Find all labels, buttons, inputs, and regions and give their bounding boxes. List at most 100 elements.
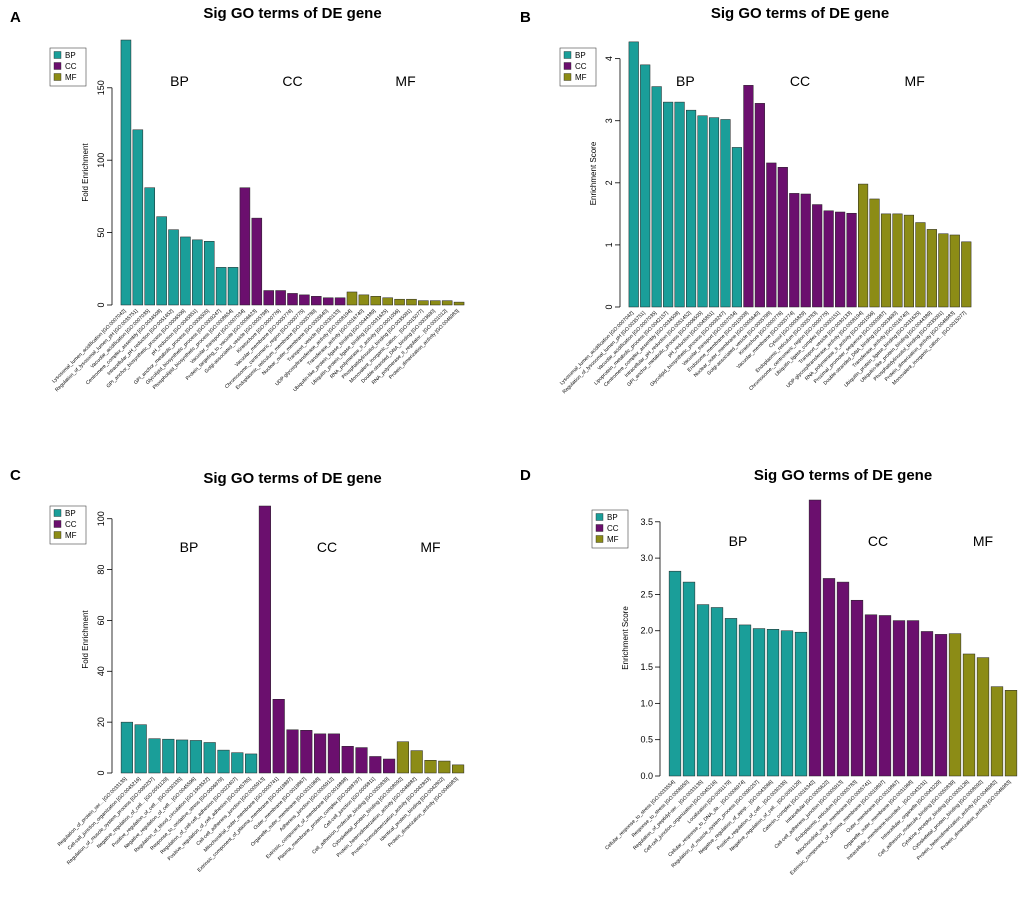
- legend-swatch: [595, 524, 604, 532]
- legend-swatch: [53, 51, 62, 59]
- group-label: MF: [395, 73, 415, 89]
- y-tick-label: 0: [96, 302, 106, 307]
- bar: [299, 294, 310, 306]
- bar: [203, 241, 215, 306]
- legend-swatch: [53, 509, 62, 517]
- group-label: BP: [180, 539, 199, 555]
- bar: [800, 193, 811, 308]
- bar: [990, 686, 1004, 777]
- bar: [327, 733, 340, 774]
- bar: [176, 739, 189, 774]
- bar: [777, 167, 788, 308]
- bar: [934, 634, 948, 777]
- y-tick-label: 40: [96, 666, 106, 676]
- bar: [752, 628, 766, 777]
- bar: [789, 193, 800, 308]
- bar: [720, 119, 731, 308]
- group-label: MF: [973, 533, 993, 549]
- bar: [144, 187, 155, 306]
- bar: [406, 298, 417, 306]
- bar: [835, 211, 846, 308]
- bar: [780, 630, 794, 777]
- bar: [168, 229, 179, 306]
- legend-swatch: [53, 73, 62, 81]
- bar: [258, 505, 271, 774]
- bar: [697, 115, 708, 308]
- bar: [263, 290, 274, 306]
- y-tick-label: 0.0: [640, 771, 653, 781]
- y-tick-label: 80: [96, 565, 106, 575]
- bar: [369, 756, 382, 774]
- bar: [424, 760, 437, 774]
- bar: [322, 297, 334, 306]
- bar: [272, 699, 285, 774]
- chart-title: Sig GO terms of DE gene: [711, 5, 889, 22]
- legend-label: BP: [575, 51, 586, 60]
- chart-panel: D Sig GO terms of DE gene 0.0 0.5 1.0 1.5 2.0 2…: [520, 467, 1018, 877]
- y-tick-label: 150: [96, 80, 106, 95]
- legend-label: CC: [607, 524, 619, 533]
- y-tick-label: 100: [96, 153, 106, 168]
- bar: [314, 733, 327, 774]
- bar: [410, 750, 423, 774]
- chart-panel: C Sig GO terms of DE gene 0 20 40 60 80 100 Fold…: [10, 467, 465, 874]
- legend-label: MF: [575, 73, 587, 82]
- bar: [708, 117, 720, 308]
- bar: [1004, 690, 1018, 777]
- y-tick-label: 60: [96, 615, 106, 625]
- legend-swatch: [563, 62, 572, 70]
- y-tick-label: 0: [604, 304, 614, 309]
- y-tick-label: 4: [604, 56, 614, 61]
- bar: [382, 297, 393, 306]
- bar: [836, 581, 850, 777]
- bar: [858, 183, 869, 308]
- bar: [823, 210, 834, 308]
- legend-swatch: [563, 51, 572, 59]
- y-tick-label: 2: [604, 180, 614, 185]
- bar: [961, 241, 972, 308]
- bar: [976, 657, 990, 777]
- y-tick-label: 1.0: [640, 698, 653, 708]
- group-label: CC: [868, 533, 888, 549]
- y-tick-label: 100: [96, 511, 106, 526]
- y-tick-label: 50: [96, 228, 106, 238]
- bar: [903, 214, 914, 308]
- y-tick-label: 20: [96, 717, 106, 727]
- bar: [383, 758, 396, 774]
- legend-label: BP: [65, 51, 76, 60]
- bar: [217, 749, 230, 774]
- bar: [358, 294, 370, 306]
- bar: [766, 629, 780, 777]
- y-tick-label: 2.0: [640, 626, 653, 636]
- legend-swatch: [595, 535, 604, 543]
- bar: [710, 607, 724, 777]
- legend-swatch: [53, 62, 62, 70]
- y-tick-label: 1: [604, 242, 614, 247]
- bar: [920, 631, 934, 777]
- y-tick-label: 0: [96, 770, 106, 775]
- bar: [300, 730, 313, 774]
- legend-swatch: [563, 73, 572, 81]
- bar: [227, 267, 239, 306]
- bar: [696, 604, 710, 777]
- bar: [962, 653, 976, 777]
- bar: [452, 764, 465, 774]
- legend-swatch: [53, 520, 62, 528]
- bar: [880, 213, 892, 308]
- bar: [628, 41, 639, 308]
- bar: [120, 721, 133, 774]
- bar: [334, 297, 346, 306]
- bar: [731, 147, 742, 308]
- legend-label: BP: [607, 513, 618, 522]
- legend-label: MF: [607, 535, 619, 544]
- bar: [453, 301, 465, 306]
- bar: [926, 229, 937, 308]
- chart-title: Sig GO terms of DE gene: [203, 5, 381, 22]
- group-label: CC: [317, 539, 337, 555]
- bar: [311, 296, 322, 306]
- bar: [134, 724, 147, 774]
- chart-panel: A Sig GO terms of DE gene 0 50 100 150 Fold En…: [10, 5, 465, 393]
- y-tick-label: 3.5: [640, 517, 653, 527]
- bar: [418, 300, 429, 306]
- bar: [766, 162, 777, 308]
